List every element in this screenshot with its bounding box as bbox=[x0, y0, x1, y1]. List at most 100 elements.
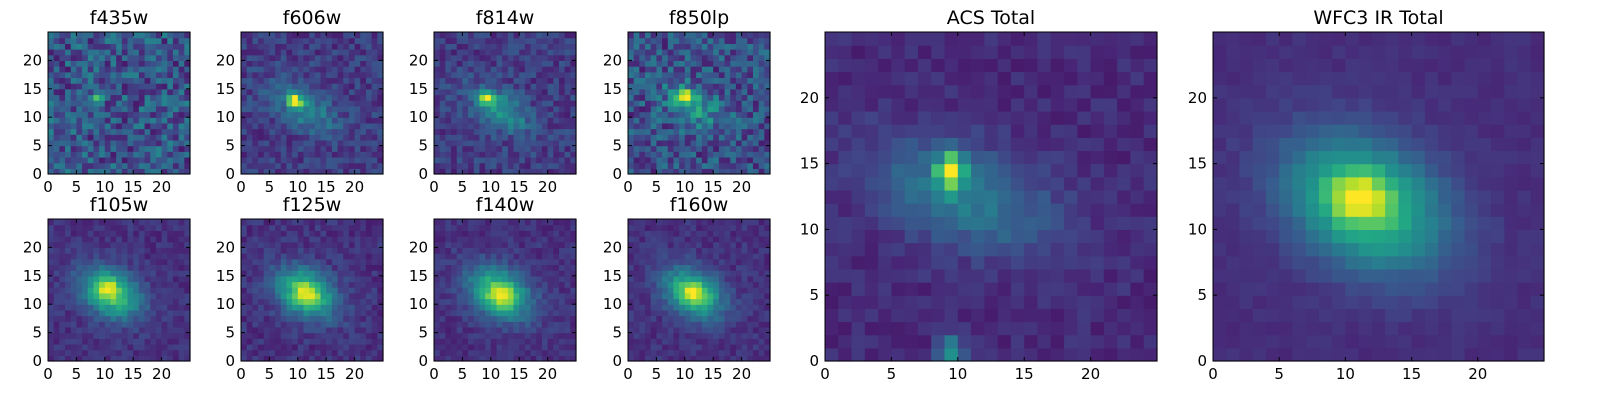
heatmap-cell bbox=[633, 355, 640, 362]
heatmap-cell bbox=[468, 139, 475, 147]
heatmap-cell bbox=[553, 349, 560, 356]
heatmap-cell bbox=[536, 281, 543, 288]
heatmap-cell bbox=[121, 321, 129, 328]
heatmap-cell bbox=[434, 281, 441, 288]
heatmap-cell bbox=[496, 219, 503, 226]
heatmap-cell bbox=[507, 88, 515, 96]
heatmap-cell bbox=[53, 134, 60, 141]
heatmap-cell bbox=[564, 258, 571, 266]
heatmap-cell bbox=[133, 349, 140, 356]
heatmap-cell bbox=[650, 37, 657, 44]
heatmap-cell bbox=[252, 156, 259, 164]
heatmap-cell bbox=[456, 236, 463, 243]
heatmap-cell bbox=[456, 270, 463, 277]
heatmap-cell bbox=[701, 32, 709, 39]
heatmap-cell bbox=[70, 224, 77, 231]
heatmap-cell bbox=[371, 49, 378, 56]
heatmap-cell bbox=[263, 236, 270, 243]
heatmap-cell bbox=[275, 281, 282, 288]
heatmap-cell bbox=[337, 275, 344, 283]
heatmap-cell bbox=[434, 321, 441, 328]
heatmap-cell bbox=[258, 111, 265, 118]
heatmap-cell bbox=[292, 54, 299, 61]
heatmap-cell bbox=[48, 134, 55, 141]
heatmap-cell bbox=[144, 88, 151, 96]
heatmap-cell bbox=[513, 117, 520, 124]
heatmap-cell bbox=[326, 287, 333, 294]
heatmap-cell bbox=[133, 298, 140, 305]
heatmap-cell bbox=[530, 151, 537, 158]
heatmap-cell bbox=[707, 77, 714, 84]
heatmap-cell bbox=[650, 100, 657, 107]
heatmap-cell bbox=[104, 111, 112, 118]
heatmap-cell bbox=[536, 315, 543, 322]
heatmap-cell bbox=[490, 32, 498, 39]
heatmap-cell bbox=[161, 111, 168, 118]
heatmap-cell bbox=[70, 37, 77, 44]
heatmap-cell bbox=[178, 258, 185, 266]
heatmap-cell bbox=[524, 264, 532, 271]
heatmap-cell bbox=[48, 37, 55, 44]
heatmap-cell bbox=[127, 49, 134, 56]
heatmap-cell bbox=[462, 343, 469, 351]
heatmap-cell bbox=[724, 100, 731, 107]
heatmap-cell bbox=[258, 258, 265, 266]
heatmap-cell bbox=[639, 117, 646, 124]
heatmap-cell bbox=[275, 332, 282, 339]
heatmap-cell bbox=[496, 326, 503, 334]
heatmap-cell bbox=[258, 309, 265, 317]
heatmap-cell bbox=[645, 49, 652, 56]
heatmap-cell bbox=[570, 162, 577, 169]
heatmap-cell bbox=[564, 71, 571, 79]
heatmap-cell bbox=[639, 139, 646, 147]
heatmap-cell bbox=[269, 315, 276, 322]
heatmap-cell bbox=[377, 258, 384, 266]
heatmap-cell bbox=[718, 355, 726, 362]
heatmap-cell bbox=[348, 88, 356, 96]
heatmap-cell bbox=[275, 292, 282, 300]
heatmap-cell bbox=[673, 281, 680, 288]
y-tick-label: 0 bbox=[612, 165, 622, 183]
heatmap-cell bbox=[468, 83, 475, 90]
heatmap-cell bbox=[161, 139, 168, 147]
heatmap-cell bbox=[639, 309, 646, 317]
heatmap-cell bbox=[536, 151, 543, 158]
heatmap-cell bbox=[673, 349, 680, 356]
heatmap-cell bbox=[541, 122, 549, 130]
heatmap-cell bbox=[570, 60, 577, 67]
heatmap-cell bbox=[496, 77, 503, 84]
heatmap-cell bbox=[570, 83, 577, 90]
heatmap-cell bbox=[547, 309, 554, 317]
heatmap-cell bbox=[263, 145, 270, 152]
heatmap-cell bbox=[252, 94, 259, 101]
heatmap-cell bbox=[451, 37, 458, 44]
heatmap-cell bbox=[331, 309, 339, 317]
heatmap-cell bbox=[468, 298, 475, 305]
heatmap-cell bbox=[558, 105, 566, 113]
heatmap-cell bbox=[87, 43, 95, 50]
heatmap-cell bbox=[320, 151, 327, 158]
heatmap-cell bbox=[371, 151, 378, 158]
heatmap-cell bbox=[354, 287, 361, 294]
heatmap-cell bbox=[280, 253, 288, 260]
heatmap-cell bbox=[138, 134, 146, 141]
heatmap-cell bbox=[337, 343, 344, 351]
heatmap-cell bbox=[667, 151, 675, 158]
heatmap-cell bbox=[167, 349, 174, 356]
heatmap-cell bbox=[104, 105, 112, 113]
heatmap-cell bbox=[547, 247, 554, 254]
heatmap-cell bbox=[752, 60, 760, 67]
heatmap-cell bbox=[258, 332, 265, 339]
heatmap-cell bbox=[59, 304, 66, 311]
heatmap-cell bbox=[48, 71, 55, 79]
heatmap-cell bbox=[439, 253, 446, 260]
heatmap-cell bbox=[292, 287, 299, 294]
heatmap-cell bbox=[679, 338, 686, 345]
heatmap-cell bbox=[530, 111, 537, 118]
heatmap-cell bbox=[633, 83, 640, 90]
heatmap-cell bbox=[628, 162, 635, 169]
heatmap-cell bbox=[269, 287, 276, 294]
heatmap-cell bbox=[76, 230, 83, 237]
heatmap-cell bbox=[303, 60, 310, 67]
heatmap-cell bbox=[439, 298, 446, 305]
